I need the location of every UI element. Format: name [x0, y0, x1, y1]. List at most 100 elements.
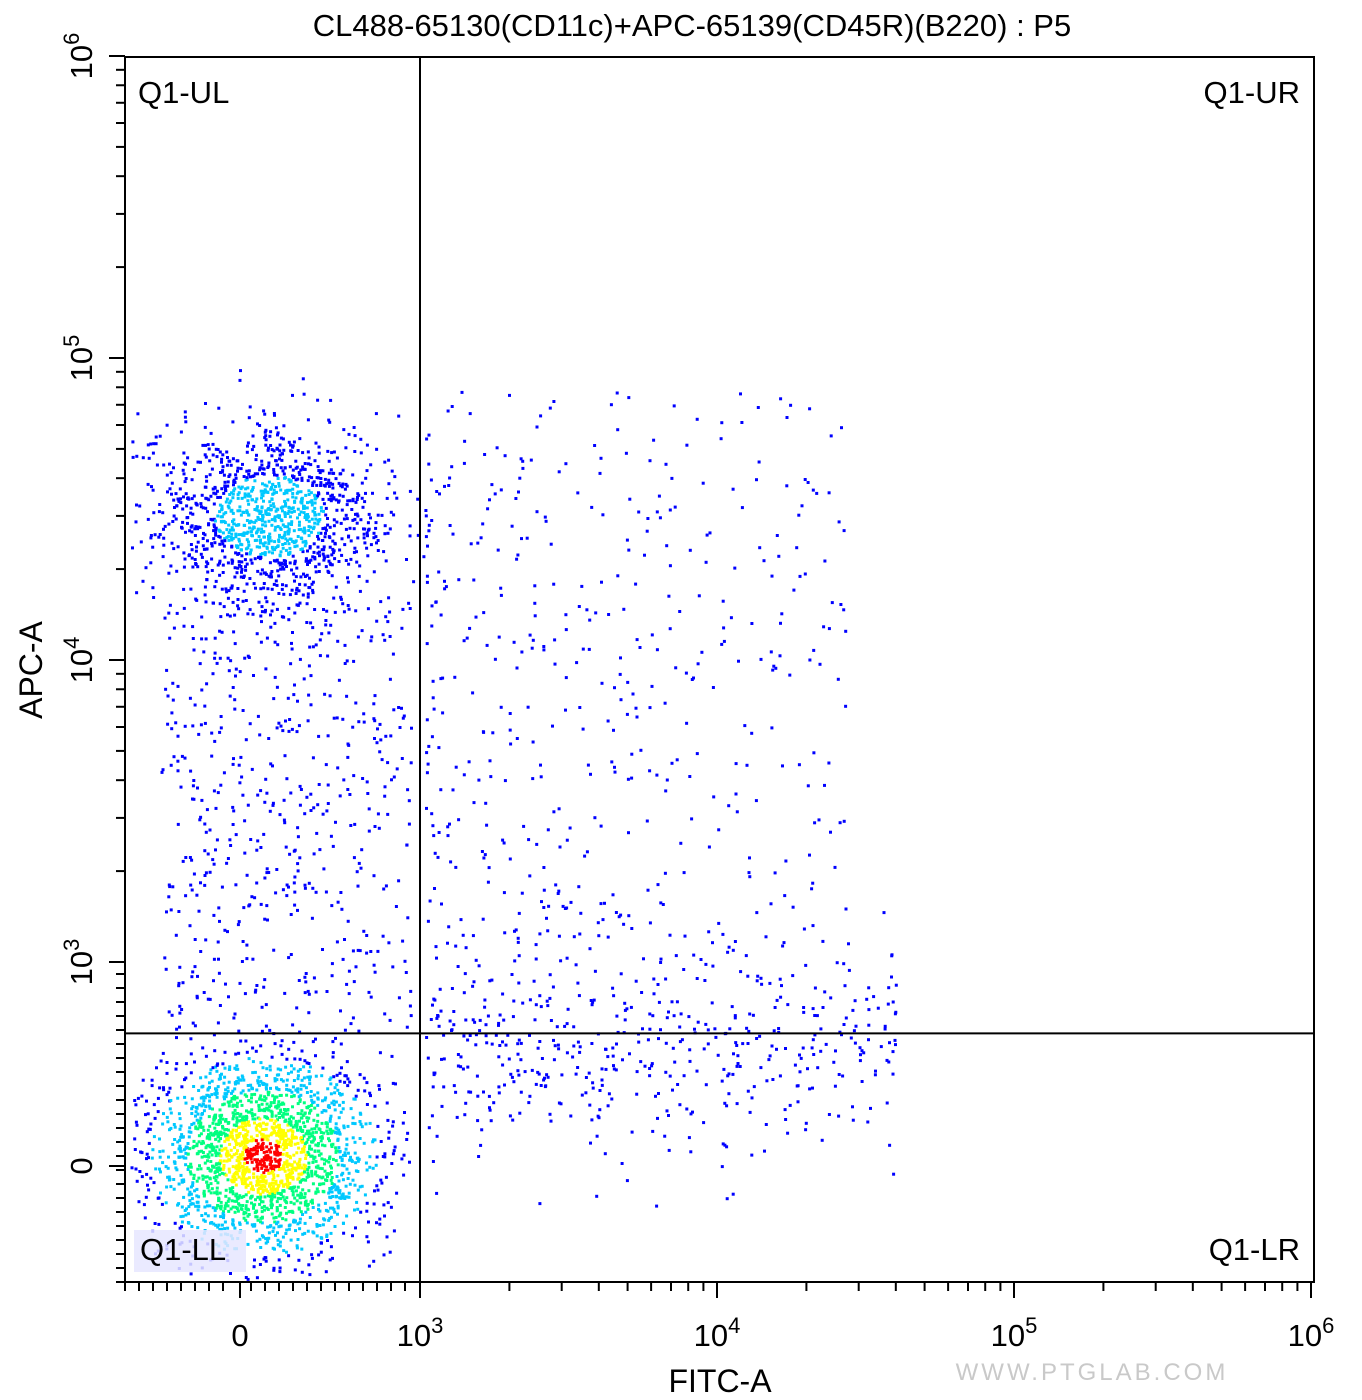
event-dot — [363, 1089, 367, 1093]
event-dot — [179, 497, 182, 501]
event-dot — [171, 520, 175, 523]
event-dot — [184, 1076, 188, 1080]
event-dot — [542, 888, 546, 892]
event-dot — [517, 1073, 521, 1077]
event-dot — [890, 975, 893, 979]
event-dot — [254, 458, 258, 462]
event-dot — [191, 784, 195, 788]
event-dot — [299, 510, 303, 514]
event-dot — [213, 1214, 217, 1218]
event-dot — [327, 471, 331, 475]
event-dot — [331, 1256, 334, 1260]
event-dot — [241, 1153, 245, 1156]
event-dot — [232, 809, 236, 813]
event-dot — [331, 551, 335, 555]
event-dot — [292, 1219, 296, 1223]
event-dot — [226, 656, 230, 660]
event-dot — [245, 552, 249, 556]
event-dot — [173, 1151, 177, 1155]
event-dot — [257, 1109, 261, 1112]
event-dot — [258, 512, 262, 515]
event-dot — [482, 1090, 485, 1094]
event-dot — [170, 481, 174, 485]
event-dot — [247, 543, 251, 547]
event-dot — [317, 1142, 320, 1145]
event-dot — [270, 1055, 274, 1059]
event-dot — [165, 423, 169, 427]
event-dot — [323, 556, 327, 560]
event-dot — [249, 838, 253, 841]
event-dot — [206, 1153, 210, 1157]
event-dot — [499, 705, 503, 709]
event-dot — [324, 619, 328, 622]
event-dot — [234, 532, 238, 536]
event-dot — [262, 1180, 266, 1184]
event-dot — [269, 504, 273, 508]
event-dot — [287, 618, 291, 622]
event-dot — [282, 567, 286, 571]
event-dot — [236, 1155, 240, 1159]
event-dot — [330, 962, 334, 966]
event-dot — [708, 531, 712, 535]
event-dot — [324, 623, 328, 627]
event-dot — [188, 696, 192, 700]
event-dot — [234, 1183, 238, 1187]
event-dot — [531, 740, 535, 744]
event-dot — [762, 559, 766, 563]
event-dot — [734, 762, 738, 766]
event-dot — [327, 1218, 331, 1222]
event-dot — [131, 440, 135, 444]
quadrant-gate[interactable] — [125, 57, 1314, 1282]
event-dot — [312, 976, 316, 980]
event-dot — [305, 1116, 309, 1120]
event-dot — [648, 459, 652, 463]
event-dot — [194, 501, 198, 505]
event-dot — [260, 1221, 264, 1225]
event-dot — [293, 1196, 297, 1200]
event-dot — [514, 497, 518, 500]
event-dot — [231, 762, 235, 766]
event-dot — [341, 1178, 345, 1182]
event-dot — [634, 979, 638, 983]
event-dot — [341, 957, 345, 961]
event-dot — [317, 512, 321, 516]
event-dot — [265, 1074, 269, 1077]
event-dot — [243, 524, 247, 527]
event-dot — [764, 1123, 768, 1126]
event-dot — [456, 1053, 460, 1056]
event-dot — [240, 1142, 244, 1146]
event-dot — [202, 547, 206, 551]
event-dot — [297, 471, 301, 474]
event-dot — [688, 1059, 692, 1063]
event-dot — [309, 792, 313, 796]
event-dot — [613, 686, 616, 690]
event-dot — [735, 1064, 739, 1068]
event-dot — [325, 1125, 329, 1129]
event-dot — [275, 1078, 279, 1082]
event-dot — [798, 1053, 801, 1057]
event-dot — [733, 1016, 737, 1020]
event-dot — [866, 1120, 870, 1124]
event-dot — [578, 932, 582, 936]
event-dot — [218, 495, 222, 499]
event-dot — [388, 1250, 392, 1254]
event-dot — [272, 697, 276, 701]
event-dot — [558, 845, 562, 849]
event-dot — [184, 1156, 188, 1160]
event-dot — [352, 426, 356, 429]
event-dot — [314, 441, 318, 445]
event-dot — [206, 852, 210, 856]
event-dot — [176, 822, 180, 826]
event-dot — [859, 1053, 862, 1057]
event-dot — [202, 1189, 206, 1193]
event-dot — [317, 734, 321, 738]
event-dot — [283, 562, 287, 566]
event-dot — [305, 795, 309, 799]
event-dot — [306, 1229, 310, 1233]
event-dot — [230, 586, 234, 590]
event-dot — [512, 640, 516, 644]
event-dot — [168, 487, 172, 491]
event-dot — [508, 393, 511, 397]
event-dot — [546, 828, 550, 832]
event-dot — [169, 1185, 173, 1189]
